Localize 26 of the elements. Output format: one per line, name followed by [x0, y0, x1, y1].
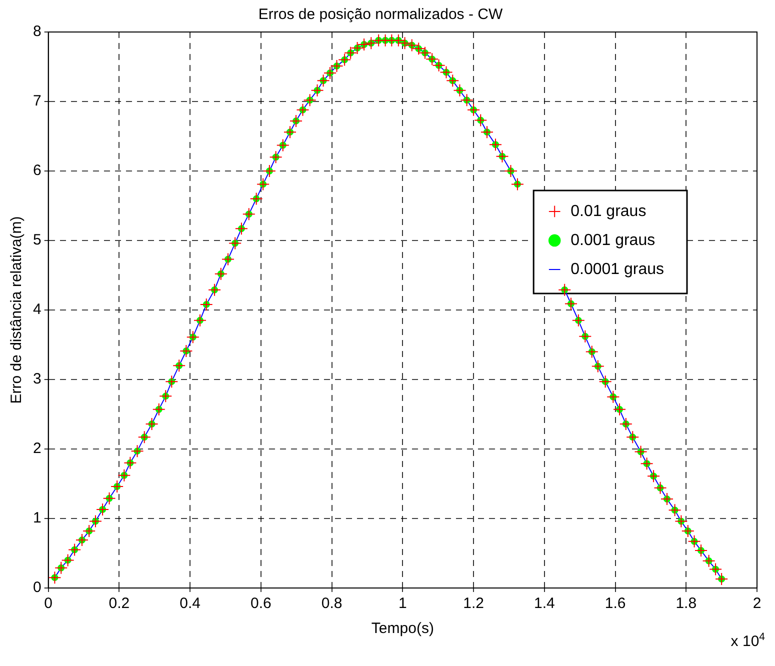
legend-label: 0.0001 graus	[570, 260, 664, 278]
chart-title: Erros de posição normalizados - CW	[258, 6, 504, 24]
legend-label: 0.001 graus	[570, 232, 656, 249]
x-tick-label: 1.6	[604, 595, 626, 612]
y-tick-label: 3	[33, 370, 42, 388]
x-tick-label: 1.4	[534, 595, 555, 612]
y-tick-label: 1	[33, 510, 42, 527]
y-tick-label: 5	[33, 232, 42, 249]
x-tick-label: 1.8	[676, 595, 697, 612]
x-tick-label: 0.2	[108, 595, 130, 612]
y-tick-label: 7	[33, 92, 42, 110]
y-tick-label: 2	[33, 440, 42, 458]
y-tick-label: 4	[33, 301, 42, 318]
y-tick-label: 8	[33, 23, 42, 40]
legend-label: 0.01 graus	[570, 202, 646, 220]
x-tick-label: 1.2	[463, 595, 484, 612]
y-axis-title: Erro de distância relativa(m)	[8, 216, 26, 404]
y-tick-label: 0	[33, 579, 42, 596]
x-tick-label: 0.4	[180, 595, 201, 612]
y-tick-label: 6	[33, 162, 42, 180]
x-tick-label: 0	[44, 595, 53, 612]
x-axis-title: Tempo(s)	[371, 620, 434, 638]
x-tick-label: 2	[752, 595, 762, 612]
x-tick-label: 0.6	[250, 595, 272, 612]
x-tick-label: 0.8	[321, 595, 342, 612]
x-tick-label: 1	[398, 595, 407, 612]
